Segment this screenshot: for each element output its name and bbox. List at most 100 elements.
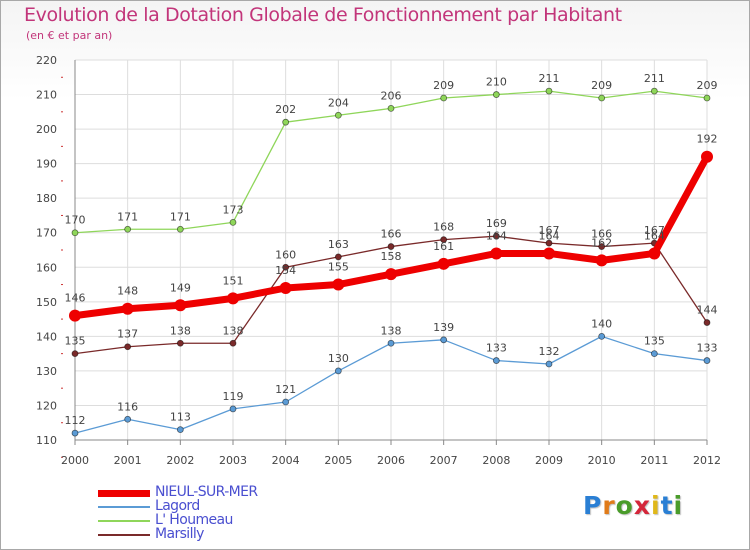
data-label-l-houmeau: 204 (328, 96, 349, 109)
data-label-lagord: 140 (591, 317, 612, 330)
legend-swatch (98, 506, 150, 508)
data-point-nieul-sur-mer (648, 247, 661, 260)
data-point-marsilly (598, 243, 606, 250)
logo-letter: x (633, 491, 651, 520)
data-point-lagord (440, 336, 448, 344)
data-label-l-houmeau: 211 (539, 72, 560, 85)
data-point-marsilly (124, 343, 132, 351)
data-label-marsilly: 138 (170, 324, 191, 337)
data-point-lagord (492, 357, 500, 364)
y-tick-label: 180 (36, 192, 57, 205)
data-point-lagord (71, 429, 79, 437)
data-point-l-houmeau (387, 104, 395, 112)
y-tick-label: 130 (36, 365, 57, 378)
data-point-lagord (387, 339, 395, 347)
series-marsilly (71, 232, 711, 358)
legend-swatch (98, 489, 150, 497)
logo-letter: i (673, 491, 684, 520)
data-point-marsilly (545, 239, 553, 247)
data-point-marsilly (176, 339, 184, 347)
data-point-nieul-sur-mer (121, 302, 134, 315)
data-label-marsilly: 135 (65, 335, 86, 348)
data-label-l-houmeau: 210 (486, 76, 507, 89)
logo-letter: r (602, 491, 616, 520)
data-label-lagord: 133 (697, 342, 718, 355)
y-tick-label: 110 (36, 434, 57, 447)
data-label-marsilly: 144 (697, 304, 718, 317)
data-label-marsilly: 169 (486, 217, 507, 230)
series-lagord (71, 332, 711, 437)
y-tick-label: 160 (36, 261, 57, 274)
data-label-l-houmeau: 209 (433, 79, 454, 92)
x-tick-label: 2005 (324, 454, 352, 467)
x-tick-label: 2000 (61, 454, 89, 467)
data-point-lagord (545, 360, 553, 368)
series-l-houmeau (71, 87, 711, 237)
data-label-marsilly: 137 (117, 328, 138, 341)
data-label-lagord: 139 (433, 321, 454, 334)
y-tick-label: 210 (36, 89, 57, 102)
data-label-lagord: 130 (328, 352, 349, 365)
data-point-marsilly (440, 236, 448, 244)
chart-subtitle: (en € et par an) (26, 29, 113, 42)
data-point-lagord (176, 426, 184, 434)
data-label-nieul-sur-mer: 151 (223, 274, 244, 287)
y-tick-label: 220 (36, 54, 57, 67)
data-point-marsilly (492, 232, 500, 240)
data-label-nieul-sur-mer: 154 (275, 264, 296, 277)
data-point-lagord (334, 367, 342, 375)
data-label-nieul-sur-mer: 162 (591, 236, 612, 249)
data-label-lagord: 116 (117, 400, 138, 413)
x-tick-label: 2010 (588, 454, 616, 467)
y-tick-label: 140 (36, 330, 57, 343)
x-tick-label: 2006 (377, 454, 405, 467)
data-label-marsilly: 163 (328, 238, 349, 251)
data-label-l-houmeau: 211 (644, 72, 665, 85)
data-label-nieul-sur-mer: 164 (486, 229, 507, 242)
data-point-nieul-sur-mer (701, 150, 713, 163)
data-point-l-houmeau (124, 225, 132, 233)
data-point-lagord (229, 405, 237, 413)
data-point-l-houmeau (703, 94, 711, 102)
x-tick-label: 2008 (482, 454, 510, 467)
data-label-marsilly: 167 (539, 224, 560, 237)
logo-letter: o (615, 491, 634, 520)
x-tick-label: 2003 (219, 454, 247, 467)
data-point-lagord (703, 357, 711, 364)
data-point-l-houmeau (492, 91, 500, 98)
data-point-l-houmeau (650, 87, 658, 95)
data-point-nieul-sur-mer (332, 278, 345, 291)
data-point-nieul-sur-mer (490, 247, 503, 260)
data-label-nieul-sur-mer: 148 (117, 285, 138, 298)
data-label-l-houmeau: 171 (117, 210, 138, 223)
data-label-lagord: 119 (223, 390, 244, 403)
data-label-lagord: 135 (644, 335, 665, 348)
x-tick-label: 2002 (166, 454, 194, 467)
data-point-marsilly (282, 263, 290, 271)
data-point-marsilly (229, 339, 237, 347)
y-tick-label: 120 (36, 399, 57, 412)
data-label-lagord: 133 (486, 342, 507, 355)
data-label-nieul-sur-mer: 161 (433, 240, 454, 253)
x-tick-label: 2011 (640, 454, 668, 467)
logo-letter: i (651, 491, 661, 520)
legend-label: L' Houmeau (155, 512, 233, 528)
data-label-nieul-sur-mer: 158 (381, 250, 402, 263)
data-label-lagord: 121 (275, 383, 296, 396)
data-point-nieul-sur-mer (595, 254, 608, 267)
data-point-l-houmeau (71, 229, 79, 237)
data-point-l-houmeau (545, 87, 553, 95)
data-label-l-houmeau: 209 (697, 79, 718, 92)
data-label-marsilly: 167 (644, 224, 665, 237)
x-tick-label: 2009 (535, 454, 563, 467)
data-label-l-houmeau: 173 (223, 203, 244, 216)
data-point-lagord (650, 350, 658, 358)
legend-swatch (98, 534, 150, 536)
logo-letter: P (583, 491, 603, 520)
series-nieul-sur-mer (69, 150, 713, 322)
legend-label: Marsilly (155, 526, 204, 542)
data-point-l-houmeau (598, 94, 606, 102)
data-point-marsilly (387, 243, 395, 250)
data-label-l-houmeau: 202 (275, 103, 296, 116)
data-label-marsilly: 168 (433, 221, 454, 234)
